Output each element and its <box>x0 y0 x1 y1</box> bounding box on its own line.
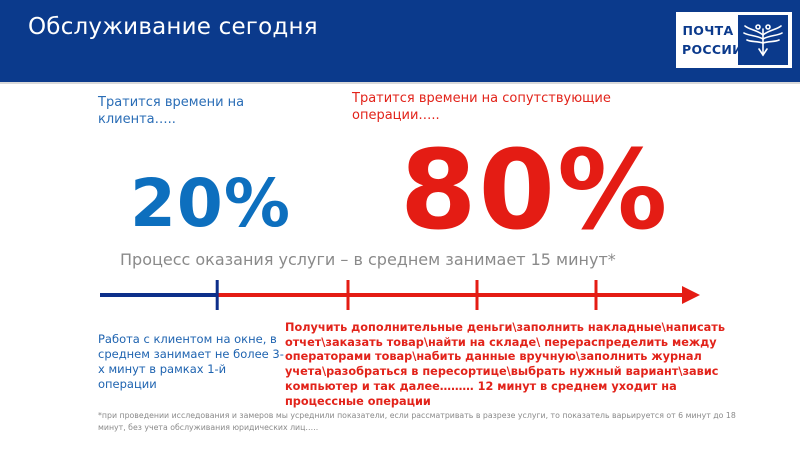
header-divider <box>0 82 800 84</box>
operations-time-percent: 80% <box>400 126 670 254</box>
research-footnote: *при проведении исследования и замеров м… <box>98 411 736 432</box>
process-timeline <box>100 280 700 310</box>
operations-time-label: Тратится времени на сопутствующие операц… <box>352 91 611 123</box>
logo-line-1: ПОЧТА <box>682 23 734 38</box>
slide-title: Обслуживание сегодня <box>28 14 318 40</box>
client-time-label: Тратится времени на клиента….. <box>98 95 245 127</box>
timeline-arrowhead <box>682 286 700 304</box>
logo-wordmark: ПОЧТА РОССИИ <box>682 21 743 59</box>
client-time-percent: 20% <box>130 165 291 242</box>
process-operations-note: Получить дополнительные деньги\заполнить… <box>285 321 725 408</box>
logo-line-2: РОССИИ <box>682 42 743 57</box>
pochta-rossii-logo: ПОЧТА РОССИИ <box>676 12 792 68</box>
header-bar: Обслуживание сегодня ПОЧТА РОССИИ <box>0 0 800 82</box>
double-headed-eagle-icon <box>738 15 788 65</box>
process-duration-caption: Процесс оказания услуги – в среднем зани… <box>120 250 616 269</box>
client-work-note: Работа с клиентом на окне, в среднем зан… <box>98 332 284 391</box>
